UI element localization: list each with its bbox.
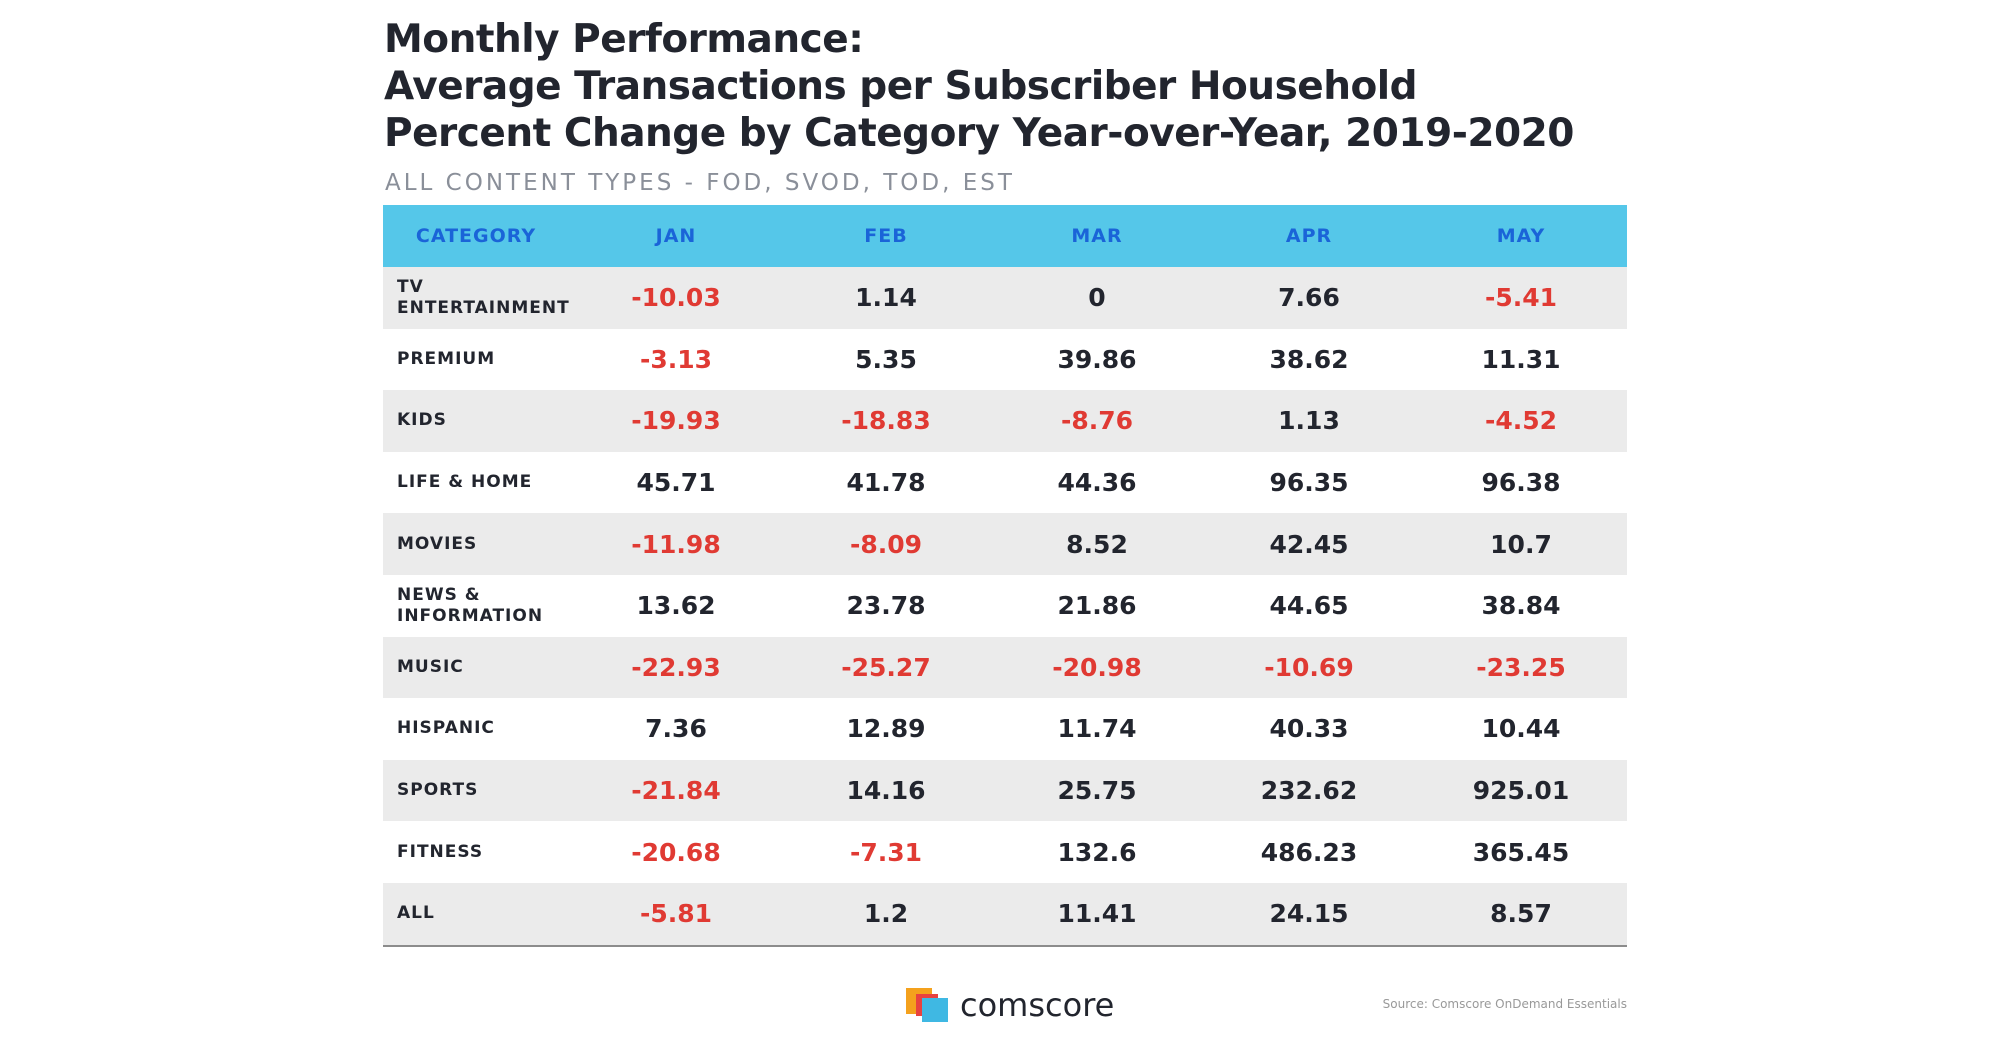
- category-label: FITNESS: [397, 841, 484, 862]
- logo-icon: [906, 988, 948, 1022]
- value-cell: 11.41: [1057, 899, 1137, 929]
- value-cell: 41.78: [846, 468, 926, 498]
- source: Source: Comscore OnDemand Essentials: [1382, 997, 1627, 1011]
- value-cell: 486.23: [1260, 837, 1358, 867]
- value-cell: -21.84: [631, 776, 721, 806]
- table-row: TV ENTERTAINMENT -10.03 1.14 0 7.66 -5.41: [383, 267, 1627, 329]
- table-row: HISPANIC 7.36 12.89 11.74 40.33 10.44: [383, 698, 1627, 760]
- column-header: FEB: [864, 225, 908, 247]
- value-cell: 10.44: [1481, 714, 1561, 744]
- column-header: APR: [1285, 225, 1333, 247]
- table-row: ALL -5.81 1.2 11.41 24.15 8.57: [383, 882, 1627, 947]
- table-row: LIFE & HOME 45.71 41.78 44.36 96.35 96.38: [383, 452, 1627, 514]
- category-label: NEWS & INFORMATION: [397, 584, 544, 626]
- value-cell: -23.25: [1476, 652, 1566, 682]
- value-cell: -22.93: [631, 652, 721, 682]
- column-header: MAR: [1071, 225, 1123, 247]
- value-cell: -8.76: [1060, 406, 1134, 436]
- value-cell: -10.03: [631, 283, 721, 313]
- value-cell: 44.36: [1057, 468, 1137, 498]
- table-row: FITNESS -20.68 -7.31 132.6 486.23 365.45: [383, 821, 1627, 883]
- value-cell: -11.98: [631, 529, 721, 559]
- table-row: NEWS & INFORMATION 13.62 23.78 21.86 44.65 38…: [383, 575, 1627, 637]
- value-cell: -19.93: [631, 406, 721, 436]
- category-label: TV ENTERTAINMENT: [397, 276, 570, 318]
- data-table: CATEGORY JAN FEB MAR APR MAY TV ENTERTAINMENT -…: [383, 205, 1627, 947]
- value-cell: -25.27: [841, 652, 931, 682]
- table-row: PREMIUM -3.13 5.35 39.86 38.62 11.31: [383, 329, 1627, 391]
- value-cell: 232.62: [1260, 776, 1358, 806]
- value-cell: -3.13: [639, 344, 713, 374]
- category-label: KIDS: [397, 410, 447, 431]
- title-line: Percent Change by Category Year-over-Yea…: [384, 111, 1574, 156]
- category-label: ALL: [397, 903, 435, 924]
- value-cell: 21.86: [1057, 591, 1137, 621]
- value-cell: 1.14: [855, 283, 917, 313]
- value-cell: 7.66: [1278, 283, 1340, 313]
- value-cell: -7.31: [849, 837, 923, 867]
- logo-text: comscore: [960, 986, 1115, 1024]
- column-header: MAY: [1496, 225, 1546, 247]
- column-header: JAN: [655, 225, 697, 247]
- value-cell: 14.16: [846, 776, 926, 806]
- value-cell: 11.74: [1057, 714, 1137, 744]
- value-cell: -20.98: [1052, 652, 1142, 682]
- value-cell: 1.13: [1278, 406, 1340, 436]
- value-cell: -5.81: [639, 899, 713, 929]
- value-cell: 11.31: [1481, 344, 1561, 374]
- value-cell: 38.62: [1269, 344, 1349, 374]
- value-cell: 44.65: [1269, 591, 1349, 621]
- value-cell: -8.09: [849, 529, 923, 559]
- value-cell: 1.2: [863, 899, 909, 929]
- value-cell: 23.78: [846, 591, 926, 621]
- value-cell: 365.45: [1472, 837, 1570, 867]
- category-label: MUSIC: [397, 656, 464, 677]
- value-cell: -5.41: [1484, 283, 1558, 313]
- table-row: MOVIES -11.98 -8.09 8.52 42.45 10.7: [383, 513, 1627, 575]
- category-label: MOVIES: [397, 533, 478, 554]
- value-cell: 96.35: [1269, 468, 1349, 498]
- logo: comscore: [906, 986, 1114, 1024]
- title-line: Monthly Performance:: [384, 17, 864, 62]
- value-cell: 8.52: [1066, 529, 1128, 559]
- value-cell: 132.6: [1057, 837, 1137, 867]
- table-row: MUSIC -22.93 -25.27 -20.98 -10.69 -23.25: [383, 636, 1627, 699]
- value-cell: 24.15: [1269, 899, 1349, 929]
- value-cell: -10.69: [1264, 652, 1354, 682]
- header-row: CATEGORY JAN FEB MAR APR MAY: [383, 205, 1627, 267]
- value-cell: 925.01: [1472, 776, 1570, 806]
- value-cell: 45.71: [636, 468, 716, 498]
- value-cell: 25.75: [1057, 776, 1137, 806]
- title-line: Average Transactions per Subscriber Hous…: [384, 64, 1418, 109]
- value-cell: -20.68: [631, 837, 721, 867]
- value-cell: 40.33: [1269, 714, 1349, 744]
- value-cell: 10.7: [1490, 529, 1552, 559]
- value-cell: 7.36: [645, 714, 707, 744]
- value-cell: 0: [1088, 283, 1106, 313]
- value-cell: -4.52: [1484, 406, 1558, 436]
- category-label: SPORTS: [397, 780, 479, 801]
- value-cell: 39.86: [1057, 344, 1137, 374]
- category-label: PREMIUM: [397, 348, 496, 369]
- value-cell: 96.38: [1481, 468, 1561, 498]
- title: Monthly Performance: Average Transaction…: [384, 16, 1574, 157]
- value-cell: 38.84: [1481, 591, 1561, 621]
- value-cell: 12.89: [846, 714, 926, 744]
- value-cell: 13.62: [636, 591, 716, 621]
- category-label: HISPANIC: [397, 718, 495, 739]
- column-header: CATEGORY: [415, 225, 537, 247]
- value-cell: 8.57: [1490, 899, 1552, 929]
- subtitle: ALL CONTENT TYPES - FOD, SVOD, TOD, EST: [385, 170, 1015, 196]
- value-cell: 42.45: [1269, 529, 1349, 559]
- table-row: KIDS -19.93 -18.83 -8.76 1.13 -4.52: [383, 390, 1627, 452]
- value-cell: -18.83: [841, 406, 931, 436]
- category-label: LIFE & HOME: [397, 472, 533, 493]
- table-row: SPORTS -21.84 14.16 25.75 232.62 925.01: [383, 759, 1627, 822]
- value-cell: 5.35: [855, 344, 917, 374]
